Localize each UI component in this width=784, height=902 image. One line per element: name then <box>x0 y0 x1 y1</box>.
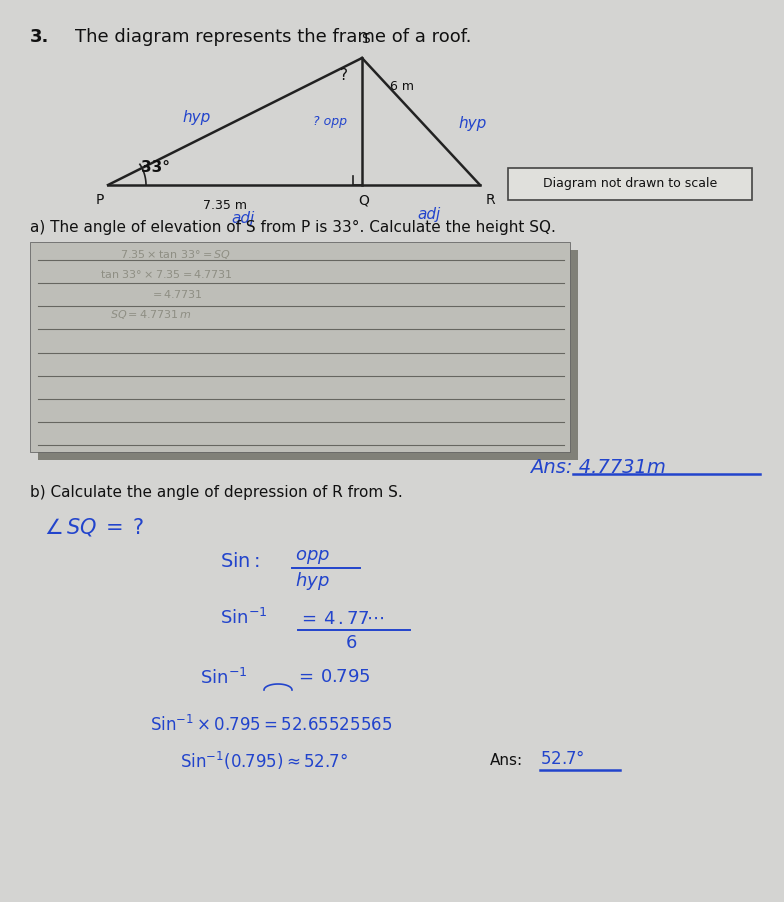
Text: Diagram not drawn to scale: Diagram not drawn to scale <box>543 178 717 190</box>
Text: Ans: 4.7731m: Ans: 4.7731m <box>530 458 666 477</box>
Text: ? opp: ? opp <box>313 115 347 128</box>
Text: Ans:: Ans: <box>490 753 523 768</box>
Text: $SQ = 4.7731\,m$: $SQ = 4.7731\,m$ <box>110 308 191 321</box>
Text: $\mathrm{Sin}^{-1}$: $\mathrm{Sin}^{-1}$ <box>220 608 267 628</box>
Text: The diagram represents the frame of a roof.: The diagram represents the frame of a ro… <box>75 28 471 46</box>
Text: $\tan\,33° \times 7.35 = 4.7731$: $\tan\,33° \times 7.35 = 4.7731$ <box>100 268 232 280</box>
Text: adj: adj <box>417 207 441 222</box>
Text: R: R <box>485 193 495 207</box>
Text: hyp: hyp <box>459 116 487 131</box>
Text: $\mathrm{Sin}^{-1}\times 0.795 = 52.65525565$: $\mathrm{Sin}^{-1}\times 0.795 = 52.6552… <box>150 715 392 735</box>
Text: $\mathrm{Sin}^{-1}(0.795)\approx 52.7°$: $\mathrm{Sin}^{-1}(0.795)\approx 52.7°$ <box>180 750 348 772</box>
Text: $7.35 \times \tan\,33° = SQ$: $7.35 \times \tan\,33° = SQ$ <box>120 248 231 261</box>
Text: 3.: 3. <box>30 28 49 46</box>
Bar <box>38 250 578 460</box>
Text: $\mathrm{Sin}:$: $\mathrm{Sin}:$ <box>220 552 260 571</box>
Text: 7.35 m: 7.35 m <box>203 199 247 212</box>
Text: $=\,0.795$: $=\,0.795$ <box>295 668 371 686</box>
Text: $\angle\,SQ\;=\;?$: $\angle\,SQ\;=\;?$ <box>44 516 144 538</box>
FancyBboxPatch shape <box>508 168 752 200</box>
Text: 33°: 33° <box>141 160 170 174</box>
Text: $opp$: $opp$ <box>295 548 330 566</box>
Text: $hyp$: $hyp$ <box>295 570 329 592</box>
Bar <box>30 242 570 452</box>
Text: b) Calculate the angle of depression of R from S.: b) Calculate the angle of depression of … <box>30 485 403 500</box>
Text: 6 m: 6 m <box>390 80 414 93</box>
Text: $52.7°$: $52.7°$ <box>540 750 585 768</box>
Text: a) The angle of elevation of S from P is 33°. Calculate the height SQ.: a) The angle of elevation of S from P is… <box>30 220 556 235</box>
Text: hyp: hyp <box>183 110 211 125</box>
Text: adj: adj <box>231 211 255 226</box>
Text: ?: ? <box>340 69 348 84</box>
Text: Q: Q <box>358 193 369 207</box>
Text: $=\,4\,.77\!\cdots$: $=\,4\,.77\!\cdots$ <box>298 610 384 628</box>
Text: $6$: $6$ <box>345 634 358 652</box>
Text: P: P <box>96 193 104 207</box>
Text: S: S <box>361 32 370 46</box>
Text: $\mathrm{Sin}^{-1}$: $\mathrm{Sin}^{-1}$ <box>200 668 248 688</box>
Text: $= 4.7731$: $= 4.7731$ <box>150 288 202 300</box>
